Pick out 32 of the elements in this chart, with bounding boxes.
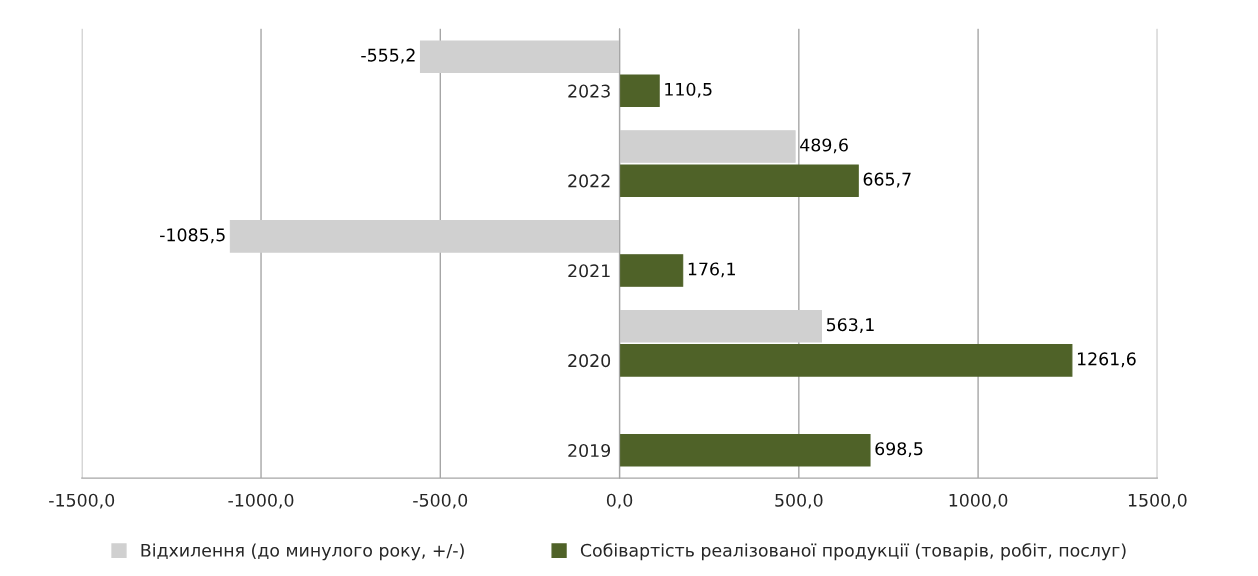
- bar: [619, 309, 823, 343]
- y-tick-label: 2020: [568, 354, 611, 368]
- bar: [419, 40, 621, 73]
- bar: [619, 254, 684, 287]
- legend-label: Собівартість реалізованої продукції (товарів, робіт, послуг): [580, 543, 1126, 561]
- y-tick-label: 2021: [568, 264, 610, 278]
- bar: [619, 433, 871, 467]
- data-label: -555,2: [361, 48, 415, 64]
- bar: [619, 344, 1073, 377]
- bar: [619, 74, 660, 108]
- x-tick-label: 1000,0: [949, 493, 1008, 509]
- data-label: 1261,6: [1077, 352, 1136, 368]
- y-tick-label: 2019: [568, 443, 611, 458]
- x-tick-label: -1000,0: [228, 493, 294, 509]
- y-tick-label: 2023: [568, 84, 610, 98]
- y-tick-label: 2022: [568, 174, 610, 188]
- data-label: -1085,5: [160, 228, 225, 244]
- data-label: 110,5: [665, 82, 712, 98]
- x-tick-label: -500,0: [413, 493, 468, 509]
- data-label: 665,7: [863, 172, 911, 188]
- bar: [229, 220, 621, 253]
- x-tick-label: 500,0: [775, 493, 823, 509]
- bar: [619, 164, 859, 197]
- x-tick-label: -1500,0: [49, 493, 115, 509]
- data-label: 489,6: [800, 138, 848, 154]
- x-tick-label: 1500,0: [1128, 493, 1187, 509]
- data-label: 563,1: [826, 318, 874, 334]
- legend-label: Відхилення (до минулого року, +/-): [141, 543, 464, 561]
- x-tick-label: 0,0: [606, 493, 633, 509]
- data-label: 176,1: [688, 262, 735, 278]
- bar: [619, 130, 796, 163]
- data-label: 698,5: [875, 442, 923, 458]
